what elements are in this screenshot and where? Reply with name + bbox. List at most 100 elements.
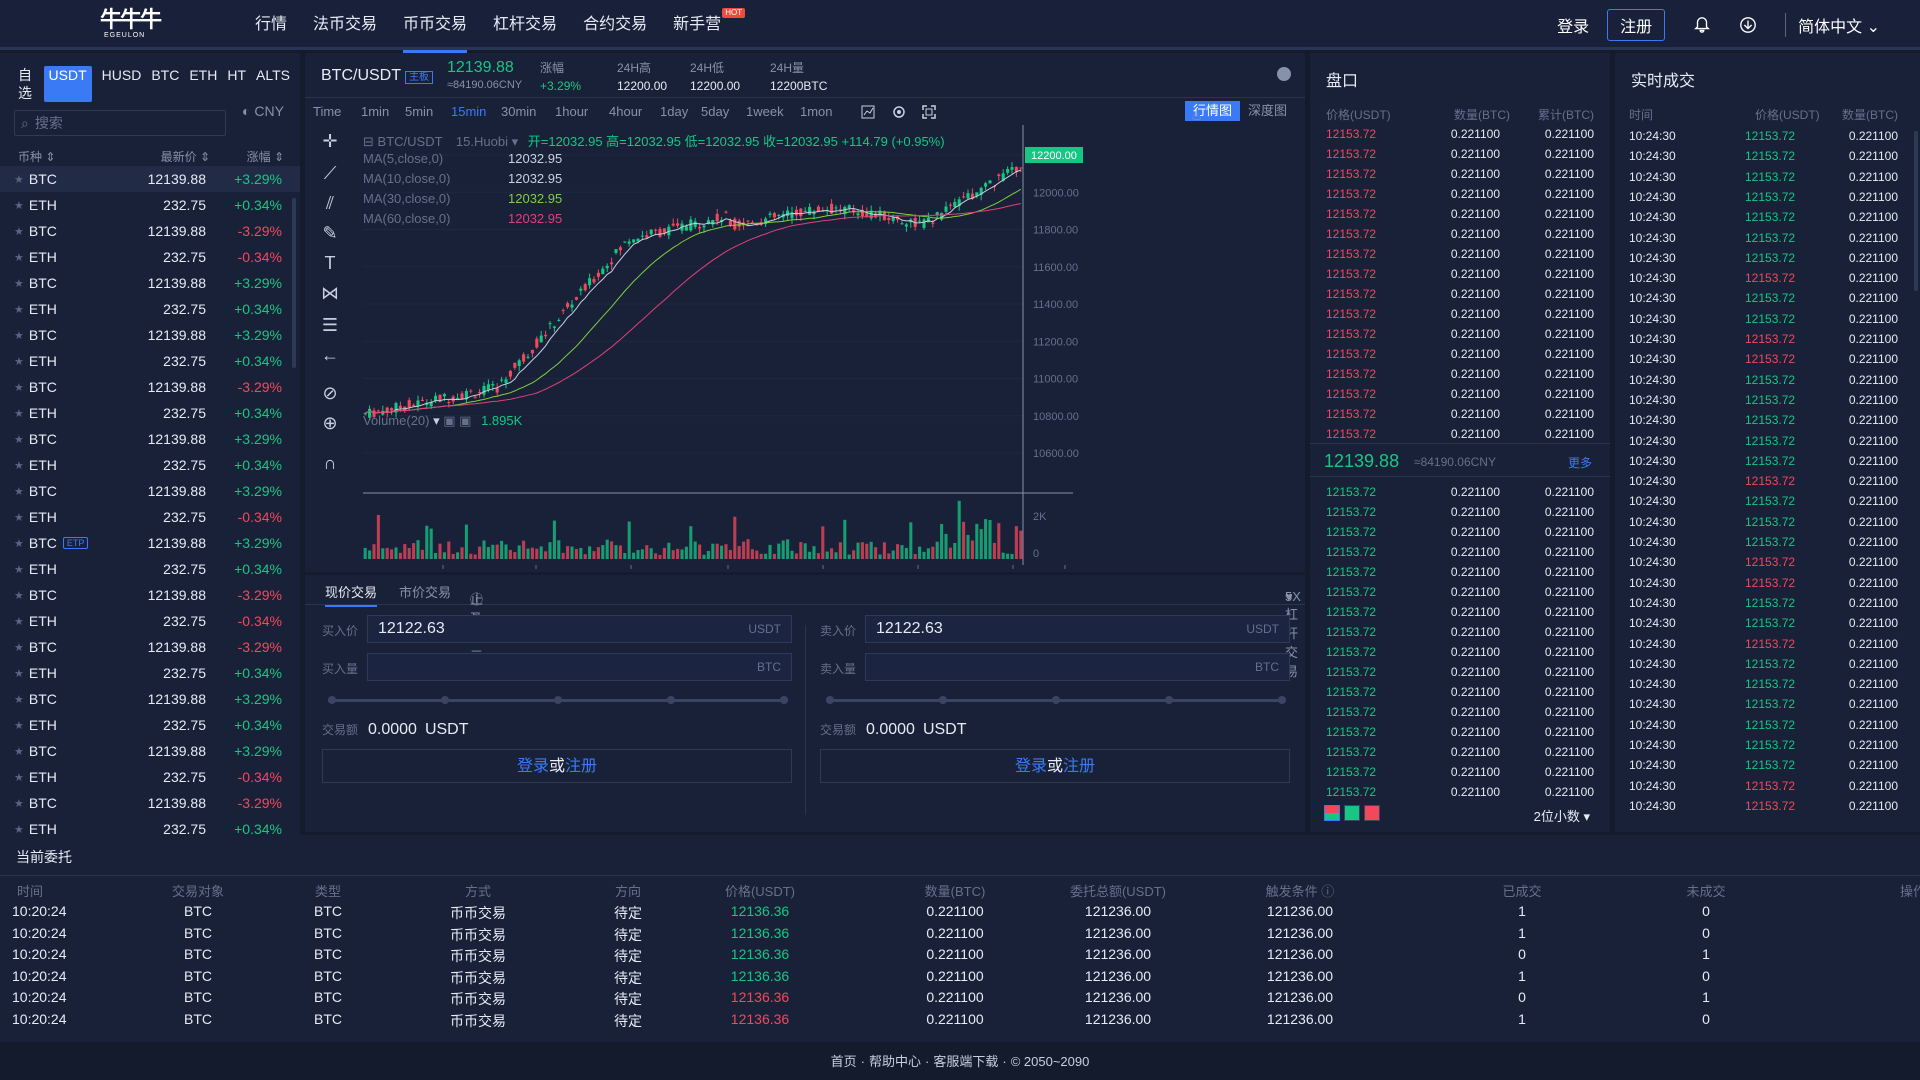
- footer-help-link[interactable]: 帮助中心: [869, 1054, 922, 1069]
- buy-qty-input[interactable]: BTC: [367, 653, 792, 681]
- timeframe-tab[interactable]: 5min: [405, 104, 434, 119]
- star-icon[interactable]: ★: [14, 303, 24, 316]
- market-row[interactable]: ★ BTC 12139.88 -3.29%: [0, 634, 300, 660]
- magnet-icon[interactable]: ∩: [323, 453, 337, 473]
- sell-price-input[interactable]: 12122.63 USDT: [865, 615, 1290, 643]
- search-input[interactable]: [34, 115, 215, 131]
- market-row[interactable]: ★ ETH 232.75 +0.34%: [0, 816, 300, 842]
- star-icon[interactable]: ★: [14, 693, 24, 706]
- market-tab-3[interactable]: BTC: [151, 67, 180, 83]
- market-tab-1[interactable]: USDT: [43, 66, 92, 102]
- download-icon[interactable]: [1739, 16, 1757, 34]
- market-row[interactable]: ★ ETH 232.75 -0.34%: [0, 608, 300, 634]
- market-tab-5[interactable]: HT: [227, 67, 247, 83]
- order-row[interactable]: 10:20:24 BTC BTC 币币交易 待定 12136.36 0.221100 1212…: [0, 946, 1920, 968]
- scrollbar[interactable]: [292, 198, 296, 368]
- star-icon[interactable]: ★: [14, 537, 24, 550]
- timeframe-tab[interactable]: 4hour: [609, 104, 643, 119]
- timeframe-tab[interactable]: 1mon: [800, 104, 833, 119]
- star-icon[interactable]: ★: [14, 173, 24, 186]
- ask-row[interactable]: 12153.72 0.221100 0.221100: [1310, 243, 1610, 263]
- bid-row[interactable]: 12153.72 0.221100 0.221100: [1310, 721, 1610, 741]
- market-row[interactable]: ★ BTC 12139.88 +3.29%: [0, 686, 300, 712]
- market-row[interactable]: ★ BTC 12139.88 +3.29%: [0, 166, 300, 192]
- bid-row[interactable]: 12153.72 0.221100 0.221100: [1310, 661, 1610, 681]
- timeframe-tab[interactable]: 1day: [660, 104, 689, 119]
- scrollbar[interactable]: [1914, 131, 1918, 291]
- language-selector[interactable]: 简体中文 ⌄: [1785, 13, 1880, 37]
- timeframe-tab[interactable]: 5day: [701, 104, 730, 119]
- zoom-in-icon[interactable]: ⊕: [322, 413, 338, 433]
- market-row[interactable]: ★ BTC 12139.88 +3.29%: [0, 426, 300, 452]
- fullscreen-icon[interactable]: [921, 104, 937, 120]
- star-icon[interactable]: ★: [14, 563, 24, 576]
- market-row[interactable]: ★ BTC ETP 12139.88 +3.29%: [0, 530, 300, 556]
- market-row[interactable]: ★ ETH 232.75 +0.34%: [0, 660, 300, 686]
- star-icon[interactable]: ★: [14, 797, 24, 810]
- register-button[interactable]: 注册: [1607, 9, 1666, 41]
- bid-row[interactable]: 12153.72 0.221100 0.221100: [1310, 541, 1610, 561]
- nav-item-3[interactable]: 杠杆交易: [493, 0, 557, 50]
- back-arrow-icon[interactable]: ←: [321, 345, 339, 365]
- star-icon[interactable]: ★: [14, 277, 24, 290]
- market-row[interactable]: ★ ETH 232.75 +0.34%: [0, 348, 300, 374]
- logo[interactable]: 牛牛牛 EGEULON: [100, 10, 170, 40]
- nav-item-4[interactable]: 合约交易: [583, 0, 647, 50]
- nav-item-5[interactable]: 新手营 HOT: [673, 0, 746, 50]
- candlestick-chart[interactable]: 12200.00 12000.00 11800.00 11600.00 11400.00…: [363, 125, 1305, 572]
- book-mode-bids-icon[interactable]: [1344, 805, 1360, 821]
- ask-row[interactable]: 12153.72 0.221100 0.221100: [1310, 323, 1610, 343]
- timeframe-tab[interactable]: Time: [313, 104, 342, 119]
- market-row[interactable]: ★ BTC 12139.88 -3.29%: [0, 374, 300, 400]
- buy-percent-slider[interactable]: [328, 695, 788, 705]
- star-icon[interactable]: ★: [14, 511, 24, 524]
- market-row[interactable]: ★ ETH 232.75 +0.34%: [0, 192, 300, 218]
- order-row[interactable]: 10:20:24 BTC BTC 币币交易 待定 12136.36 0.221100 1212…: [0, 903, 1920, 925]
- star-icon[interactable]: ★: [14, 771, 24, 784]
- timeframe-tab[interactable]: 1hour: [555, 104, 589, 119]
- ask-row[interactable]: 12153.72 0.221100 0.221100: [1310, 163, 1610, 183]
- brush-icon[interactable]: ✎: [322, 223, 338, 243]
- star-icon[interactable]: ★: [14, 719, 24, 732]
- star-icon[interactable]: ★: [14, 485, 24, 498]
- col-change[interactable]: 涨幅 ⇕: [210, 148, 284, 166]
- ask-row[interactable]: 12153.72 0.221100 0.221100: [1310, 283, 1610, 303]
- market-row[interactable]: ★ BTC 12139.88 +3.29%: [0, 478, 300, 504]
- market-row[interactable]: ★ ETH 232.75 +0.34%: [0, 400, 300, 426]
- market-row[interactable]: ★ ETH 232.75 +0.34%: [0, 556, 300, 582]
- star-icon[interactable]: ★: [14, 329, 24, 342]
- tab-limit[interactable]: 现价交易: [325, 582, 378, 607]
- timeframe-tab[interactable]: 1min: [361, 104, 390, 119]
- ask-row[interactable]: 12153.72 0.221100 0.221100: [1310, 143, 1610, 163]
- parallel-lines-icon[interactable]: ⫽: [325, 193, 335, 213]
- market-row[interactable]: ★ ETH 232.75 -0.34%: [0, 764, 300, 790]
- market-tab-2[interactable]: HUSD: [101, 67, 142, 83]
- ask-row[interactable]: 12153.72 0.221100 0.221100: [1310, 183, 1610, 203]
- bid-row[interactable]: 12153.72 0.221100 0.221100: [1310, 481, 1610, 501]
- timeframe-tab[interactable]: 15min: [451, 104, 487, 119]
- ask-row[interactable]: 12153.72 0.221100 0.221100: [1310, 223, 1610, 243]
- col-coin[interactable]: 币种 ⇕: [18, 148, 114, 166]
- market-row[interactable]: ★ BTC 12139.88 +3.29%: [0, 270, 300, 296]
- footer-download-link[interactable]: 客服端下载: [933, 1054, 999, 1069]
- sell-percent-slider[interactable]: [826, 695, 1286, 705]
- star-icon[interactable]: ★: [14, 407, 24, 420]
- market-row[interactable]: ★ BTC 12139.88 +3.29%: [0, 322, 300, 348]
- login-link[interactable]: 登录: [1557, 19, 1590, 36]
- decimal-selector[interactable]: 2位小数 ▾: [1534, 806, 1590, 825]
- star-icon[interactable]: ★: [14, 667, 24, 680]
- buy-price-input[interactable]: 12122.63 USDT: [367, 615, 792, 643]
- timeframe-tab[interactable]: 30min: [501, 104, 537, 119]
- legend-source[interactable]: 15.Huobi: [455, 134, 508, 149]
- star-icon[interactable]: ★: [14, 589, 24, 602]
- more-link[interactable]: 更多: [1567, 456, 1592, 470]
- buy-login-button[interactable]: 登录或注册: [322, 749, 792, 783]
- star-icon[interactable]: ★: [14, 745, 24, 758]
- star-icon[interactable]: ★: [14, 225, 24, 238]
- market-tab-0[interactable]: 自选: [18, 67, 32, 101]
- market-row[interactable]: ★ BTC 12139.88 -3.29%: [0, 582, 300, 608]
- search-box[interactable]: ⌕: [14, 110, 226, 136]
- view-tab-0[interactable]: 行情图: [1184, 101, 1240, 121]
- ask-row[interactable]: 12153.72 0.221100 0.221100: [1310, 403, 1610, 423]
- star-icon[interactable]: ★: [14, 433, 24, 446]
